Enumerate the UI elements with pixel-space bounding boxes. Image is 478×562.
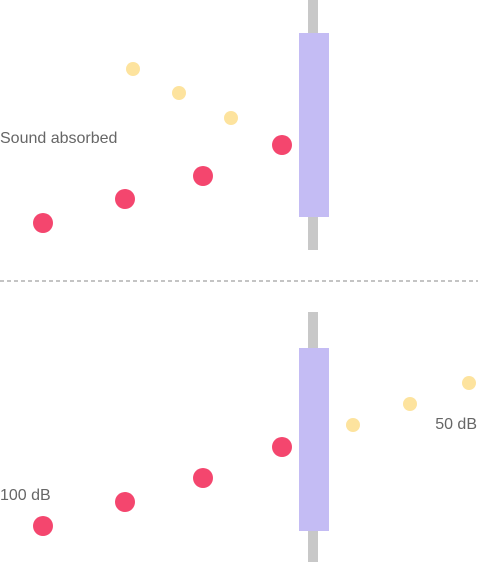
reflected-wave-dot bbox=[224, 111, 238, 125]
incoming-wave-dot bbox=[33, 213, 53, 233]
top-label: Sound absorbed bbox=[0, 130, 117, 147]
input-level: 100 dB bbox=[0, 487, 51, 504]
absorber-panel bbox=[299, 348, 329, 531]
incoming-wave-dot bbox=[272, 135, 292, 155]
reflected-wave-dot bbox=[126, 62, 140, 76]
incoming-wave-dot bbox=[193, 166, 213, 186]
transmitted-wave-dot bbox=[462, 376, 476, 390]
transmitted-wave-dot bbox=[403, 397, 417, 411]
incoming-wave-dot bbox=[193, 468, 213, 488]
output-level: 50 dB bbox=[435, 416, 477, 433]
incoming-wave-dot bbox=[272, 437, 292, 457]
incoming-wave-dot bbox=[33, 516, 53, 536]
reflected-wave-dot bbox=[172, 86, 186, 100]
absorber-panel bbox=[299, 33, 329, 217]
transmitted-wave-dot bbox=[346, 418, 360, 432]
incoming-wave-dot bbox=[115, 492, 135, 512]
incoming-wave-dot bbox=[115, 189, 135, 209]
